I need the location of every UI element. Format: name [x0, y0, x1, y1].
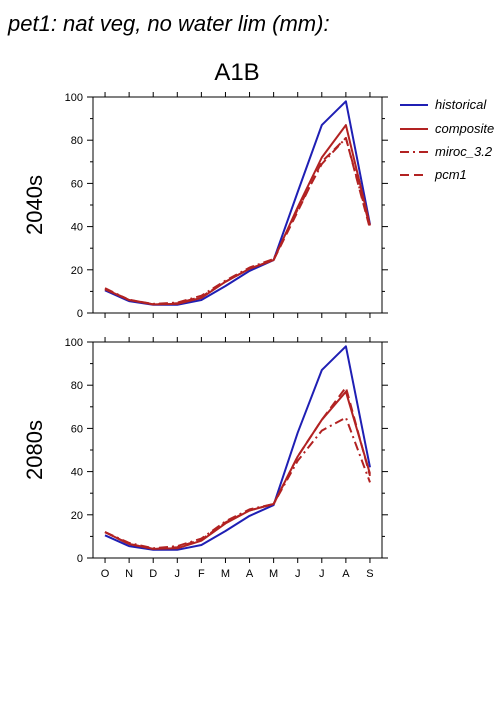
- y-tick-label: 0: [77, 308, 83, 320]
- series-line-pcm1: [104, 386, 371, 550]
- series-line-pcm1: [104, 137, 371, 306]
- legend-item-composite: composite: [400, 121, 494, 136]
- panel-2080s: 2080s 0 20 40 60 80 100 O N D J F M A M J J A S: [22, 337, 388, 580]
- x-tick-label: N: [125, 568, 133, 580]
- y-tick-label: 20: [71, 265, 83, 277]
- x-tick-label: A: [342, 568, 350, 580]
- x-tick-label: F: [198, 568, 205, 580]
- x-tick-label: J: [295, 568, 301, 580]
- y-tick-label: 20: [71, 510, 83, 522]
- y-tick-label: 60: [71, 178, 83, 190]
- x-tick-label: O: [101, 568, 110, 580]
- x-tick-label: S: [366, 568, 373, 580]
- x-tick-label: M: [221, 568, 230, 580]
- y-tick-label: 100: [65, 337, 83, 349]
- legend-label: pcm1: [434, 167, 467, 182]
- panel-frame: [92, 96, 383, 314]
- x-tick-label: M: [269, 568, 278, 580]
- y-tick-label: 40: [71, 467, 83, 479]
- series-line-miroc-3-2: [104, 416, 371, 550]
- panel-frame: [92, 341, 383, 559]
- series-lines: [104, 345, 371, 551]
- legend-item-miroc: miroc_3.2: [400, 144, 493, 159]
- scenario-label: A1B: [214, 59, 259, 86]
- legend-item-historical: historical: [400, 97, 487, 112]
- legend: historical composite miroc_3.2 pcm1: [400, 97, 494, 182]
- y-tick-label: 40: [71, 222, 83, 234]
- x-tick-label: A: [246, 568, 254, 580]
- x-tick-label: J: [319, 568, 325, 580]
- y-tick-label: 100: [65, 92, 83, 104]
- legend-label: composite: [435, 121, 494, 136]
- series-lines: [104, 100, 371, 306]
- series-line-historical: [104, 345, 371, 551]
- axis-ticks: 0 20 40 60 80 100: [65, 92, 388, 320]
- legend-label: miroc_3.2: [435, 144, 493, 159]
- y-tick-label: 0: [77, 553, 83, 565]
- figure-title: pet1: nat veg, no water lim (mm):: [7, 11, 330, 36]
- legend-label: historical: [435, 97, 487, 112]
- panel-label-2080s: 2080s: [22, 420, 47, 480]
- y-tick-label: 80: [71, 380, 83, 392]
- y-tick-label: 80: [71, 135, 83, 147]
- legend-item-pcm1: pcm1: [400, 167, 467, 182]
- panel-2040s: 2040s 0 20 40 60 80 100: [22, 92, 388, 320]
- axis-ticks: 0 20 40 60 80 100 O N D J F M A M J J A S: [65, 337, 388, 580]
- x-tick-label: J: [175, 568, 181, 580]
- x-tick-label: D: [149, 568, 157, 580]
- y-tick-label: 60: [71, 423, 83, 435]
- panel-label-2040s: 2040s: [22, 175, 47, 235]
- series-line-composite: [104, 390, 371, 550]
